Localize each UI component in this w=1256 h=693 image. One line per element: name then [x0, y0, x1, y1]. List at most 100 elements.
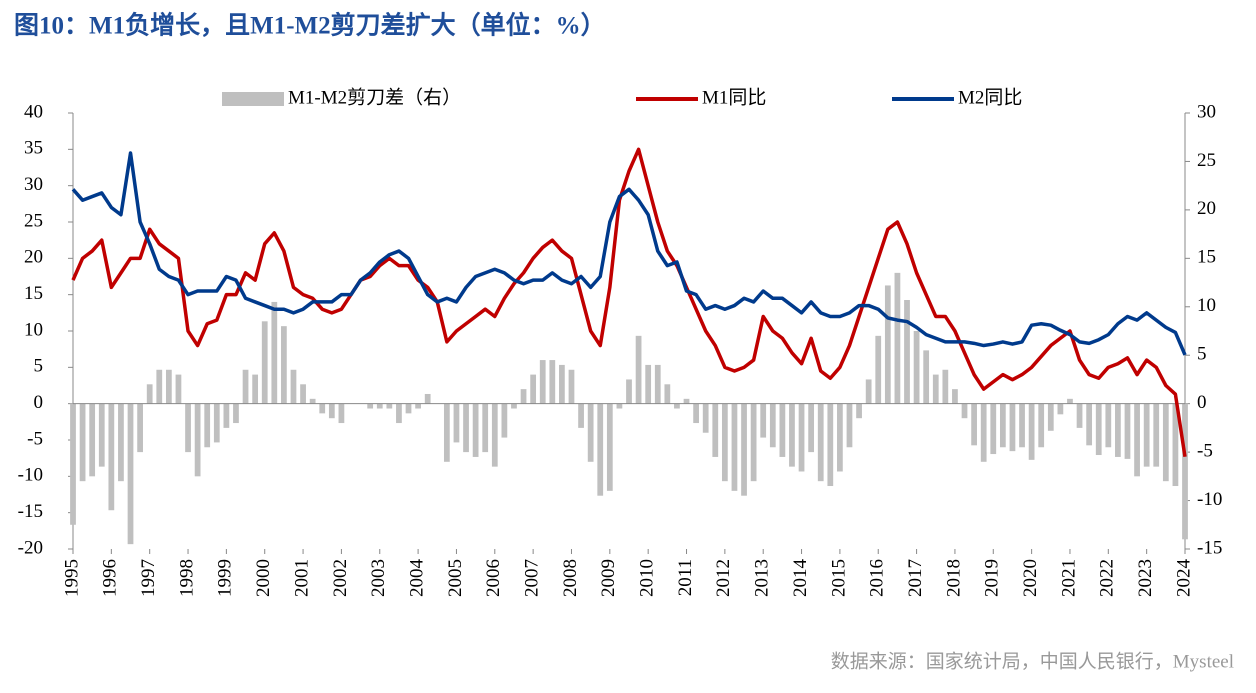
x-tick-label: 1995: [61, 559, 82, 597]
bar: [79, 403, 86, 482]
bar: [443, 403, 450, 462]
bar: [520, 389, 527, 404]
bar: [328, 403, 335, 419]
bar: [491, 403, 498, 467]
x-tick-label: 2002: [330, 559, 351, 597]
bar: [683, 398, 690, 404]
bar: [213, 403, 220, 443]
bar: [1124, 403, 1131, 459]
x-tick-label: 2012: [713, 559, 734, 597]
bar: [616, 403, 623, 409]
bar: [281, 326, 287, 404]
bar: [1095, 403, 1102, 456]
bar: [309, 398, 316, 404]
bar: [626, 379, 632, 404]
bar: [376, 403, 383, 409]
bar: [482, 403, 489, 453]
bar: [559, 364, 565, 404]
x-tick-label: 1997: [138, 559, 159, 597]
bar: [645, 364, 652, 404]
x-tick-label: 1996: [100, 559, 121, 597]
y-tick-label: -5: [27, 428, 43, 449]
y2-tick-label: 0: [1197, 392, 1207, 413]
bar: [367, 403, 374, 409]
y-tick-label: 40: [24, 101, 43, 122]
bar: [539, 360, 546, 404]
legend-label: M1同比: [702, 86, 766, 108]
y2-tick-label: 5: [1197, 344, 1207, 365]
x-tick-label: 2005: [445, 559, 466, 597]
bar: [242, 369, 249, 404]
bar: [146, 384, 153, 404]
x-tick-label: 2003: [368, 559, 389, 597]
bar: [300, 384, 306, 404]
bar: [587, 403, 594, 462]
x-tick-label: 2018: [943, 559, 964, 597]
bar: [1038, 403, 1045, 448]
bar: [980, 403, 987, 462]
bar: [702, 403, 709, 433]
bar: [674, 403, 680, 409]
x-tick-label: 1998: [176, 559, 197, 597]
bar: [904, 299, 910, 404]
line: [71, 147, 1187, 457]
bar: [1076, 403, 1083, 428]
bar: [798, 403, 805, 472]
y2-tick-label: -15: [1197, 537, 1222, 558]
bar: [846, 403, 853, 448]
y2-tick-label: 15: [1197, 247, 1216, 268]
x-tick-label: 2015: [828, 559, 849, 597]
bar: [501, 403, 508, 438]
bar: [827, 403, 834, 487]
x-tick-label: 2000: [253, 559, 274, 597]
x-tick-label: 2021: [1058, 559, 1079, 597]
bar: [990, 403, 997, 455]
bar: [261, 321, 268, 404]
x-tick-label: 2023: [1135, 559, 1156, 597]
bar: [463, 403, 469, 453]
y2-tick-label: 20: [1197, 198, 1216, 219]
bar: [1067, 398, 1073, 404]
y2-tick-label: -5: [1197, 440, 1213, 461]
bar: [808, 403, 815, 453]
y-tick-label: 5: [34, 356, 44, 377]
y2-tick-label: 30: [1197, 101, 1216, 122]
bar: [223, 403, 230, 428]
legend-swatch: [222, 92, 284, 106]
bar: [127, 403, 134, 545]
x-tick-label: 2020: [1020, 559, 1041, 597]
bar: [664, 384, 671, 404]
bar: [721, 403, 728, 482]
bar: [597, 403, 604, 496]
bar: [137, 403, 143, 453]
bar: [1086, 403, 1093, 446]
bar: [971, 403, 977, 446]
bar: [1105, 403, 1112, 448]
bar: [894, 272, 901, 404]
bar: [884, 285, 891, 404]
x-tick-label: 2014: [790, 559, 811, 598]
bar: [635, 335, 642, 404]
bar: [453, 403, 460, 443]
y-tick-label: 15: [24, 283, 43, 304]
bar: [472, 403, 479, 457]
bar: [396, 403, 402, 424]
y-tick-label: 35: [24, 138, 43, 159]
bar: [654, 364, 661, 404]
bar: [271, 301, 278, 404]
bar: [165, 369, 172, 404]
bar: [952, 389, 958, 404]
bar: [290, 369, 297, 404]
bar: [779, 403, 786, 457]
y-tick-label: 0: [34, 392, 44, 413]
bar: [98, 403, 105, 467]
bar: [760, 403, 767, 438]
bar: [415, 403, 421, 409]
bar: [1182, 403, 1188, 540]
x-tick-label: 2001: [291, 559, 312, 597]
y-tick-label: 10: [24, 319, 43, 340]
bar: [204, 403, 211, 448]
bar: [693, 403, 699, 424]
source-note: 数据来源：国家统计局，中国人民银行，Mysteel: [831, 650, 1234, 672]
